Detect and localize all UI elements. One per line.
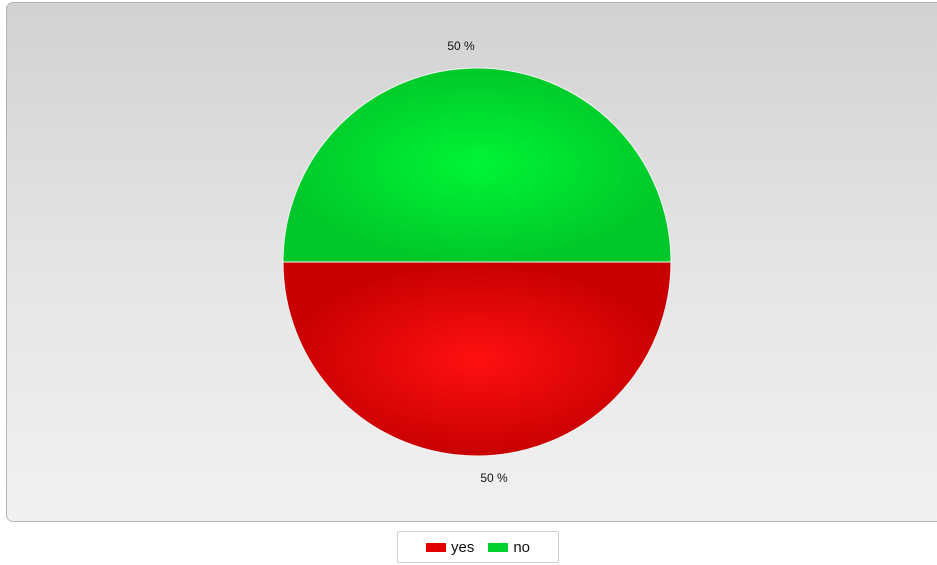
pie-slice-yes[interactable] [282,261,672,457]
slices-layer [282,67,672,457]
legend-label-no: no [513,538,531,556]
legend-item-yes[interactable]: yes [425,538,475,556]
slice-label-yes: 50 % [480,471,508,485]
legend: yes no [397,531,559,563]
legend-swatch-no [488,542,509,552]
legend-item-no[interactable]: no [488,539,530,556]
labels-layer: 50 % 50 % [447,39,508,485]
pie-slice-no[interactable] [282,67,672,263]
legend-swatch-yes [425,542,446,552]
legend-label-yes: yes [450,538,475,556]
slice-label-no: 50 % [447,39,475,53]
